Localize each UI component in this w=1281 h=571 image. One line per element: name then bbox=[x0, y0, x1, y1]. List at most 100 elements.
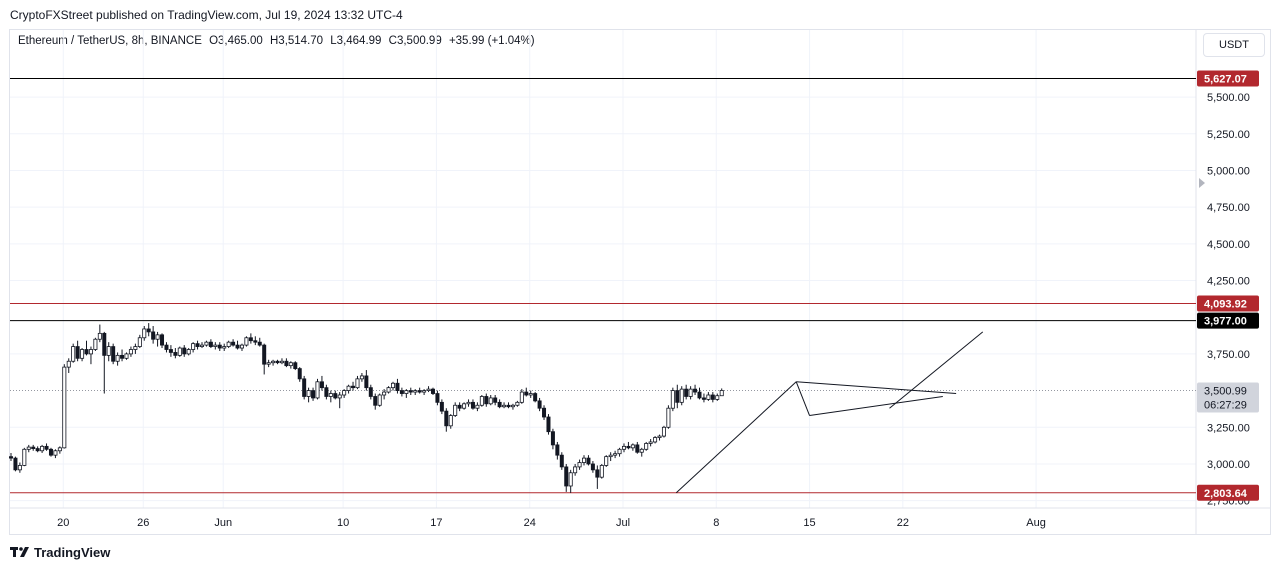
candle-body bbox=[550, 431, 555, 446]
symbol-legend: Ethereum / TetherUS, 8h, BINANCE O3,465.… bbox=[18, 35, 539, 47]
y-tick-label: 3,750.00 bbox=[1207, 349, 1250, 361]
candle-body bbox=[621, 445, 626, 450]
candle-body bbox=[315, 381, 320, 399]
candle-body bbox=[430, 388, 435, 394]
candle-body bbox=[457, 404, 462, 409]
candle-body bbox=[66, 360, 71, 368]
candle-body bbox=[697, 391, 702, 399]
trendline-breakout-projection[interactable] bbox=[889, 331, 984, 409]
candle-body bbox=[239, 344, 244, 349]
candle-body bbox=[582, 457, 587, 463]
candle-body bbox=[626, 445, 631, 449]
candle-body bbox=[266, 362, 271, 365]
candle-body bbox=[262, 344, 267, 365]
y-tick-label: 3,000.00 bbox=[1207, 459, 1250, 471]
x-tick-label: Aug bbox=[1026, 517, 1046, 529]
candle-body bbox=[297, 368, 302, 380]
candle-body bbox=[444, 410, 449, 427]
y-tick-label: 3,250.00 bbox=[1207, 422, 1250, 434]
candle-body bbox=[346, 385, 351, 391]
trendline-pole-left[interactable] bbox=[795, 381, 811, 416]
candle-body bbox=[173, 352, 178, 356]
candle-body bbox=[146, 328, 151, 333]
candle-body bbox=[493, 397, 498, 403]
candle-body bbox=[284, 360, 289, 367]
candle-body bbox=[200, 344, 205, 347]
candle-body bbox=[186, 349, 191, 355]
candle-body bbox=[102, 332, 107, 356]
candle-body bbox=[533, 393, 538, 402]
candle-body bbox=[164, 344, 169, 350]
candle-body bbox=[439, 401, 444, 412]
candle-body bbox=[26, 446, 31, 450]
candle-body bbox=[342, 390, 347, 396]
candle-body bbox=[279, 360, 284, 364]
candle-body bbox=[53, 450, 58, 456]
candle-body bbox=[488, 397, 493, 405]
price-level-label: 2,803.64 bbox=[1204, 488, 1248, 500]
symbol-name[interactable]: Ethereum / TetherUS, 8h, BINANCE bbox=[18, 35, 202, 47]
candle-body bbox=[519, 391, 524, 403]
candle-body bbox=[577, 462, 582, 468]
candle-body bbox=[44, 445, 49, 450]
candle-body bbox=[617, 448, 622, 455]
candle-body bbox=[244, 337, 249, 346]
candle-body bbox=[151, 331, 156, 340]
candle-body bbox=[142, 328, 147, 339]
y-tick-label: 4,750.00 bbox=[1207, 202, 1250, 214]
countdown-label: 06:27:29 bbox=[1204, 399, 1247, 411]
candle-body bbox=[191, 343, 196, 350]
candle-body bbox=[84, 349, 89, 355]
y-tick-label: 4,250.00 bbox=[1207, 276, 1250, 288]
candle-body bbox=[653, 437, 658, 443]
candle-body bbox=[231, 341, 236, 346]
candle-body bbox=[324, 387, 329, 397]
candle-body bbox=[182, 347, 187, 355]
candle-body bbox=[257, 341, 262, 346]
candle-body bbox=[31, 446, 36, 449]
trendline-pennant-bottom[interactable] bbox=[809, 395, 943, 417]
candle-body bbox=[302, 378, 307, 397]
candle-body bbox=[408, 390, 413, 393]
candle-body bbox=[22, 448, 27, 466]
y-tick-label: 5,500.00 bbox=[1207, 92, 1250, 104]
tradingview-brand: TradingView bbox=[34, 545, 111, 560]
candle-body bbox=[675, 390, 680, 403]
trendline-pennant-top[interactable] bbox=[796, 381, 957, 395]
candle-body bbox=[195, 343, 200, 347]
candle-body bbox=[364, 375, 369, 389]
candle-body bbox=[288, 362, 293, 367]
candle-body bbox=[564, 466, 569, 487]
candle-body bbox=[644, 443, 649, 450]
candle-body bbox=[608, 454, 613, 458]
candle-body bbox=[137, 337, 142, 347]
candle-body bbox=[124, 353, 129, 359]
x-tick-label: 10 bbox=[337, 517, 349, 529]
candle-body bbox=[57, 447, 62, 452]
candle-body bbox=[524, 391, 529, 396]
candle-body bbox=[213, 344, 218, 347]
candle-body bbox=[510, 404, 515, 408]
x-tick-label: 20 bbox=[57, 517, 69, 529]
candle-body bbox=[546, 416, 551, 433]
candle-body bbox=[497, 401, 502, 408]
candle-body bbox=[693, 388, 698, 393]
candle-body bbox=[62, 366, 67, 449]
candle-body bbox=[395, 382, 400, 391]
candle-body bbox=[275, 360, 280, 364]
candle-body bbox=[595, 469, 600, 478]
x-tick-label: 22 bbox=[897, 517, 909, 529]
candle-body bbox=[586, 457, 591, 465]
candle-body bbox=[382, 391, 387, 396]
candle-body bbox=[155, 334, 160, 340]
candle-body bbox=[35, 448, 40, 452]
trendline-pole[interactable] bbox=[675, 381, 797, 494]
scale-arrow-icon[interactable] bbox=[1199, 178, 1205, 188]
y-tick-label: 5,250.00 bbox=[1207, 129, 1250, 141]
candle-body bbox=[40, 445, 45, 452]
candle-body bbox=[448, 415, 453, 427]
candle-body bbox=[422, 390, 427, 393]
candle-body bbox=[528, 393, 533, 396]
currency-button[interactable]: USDT bbox=[1203, 33, 1265, 57]
